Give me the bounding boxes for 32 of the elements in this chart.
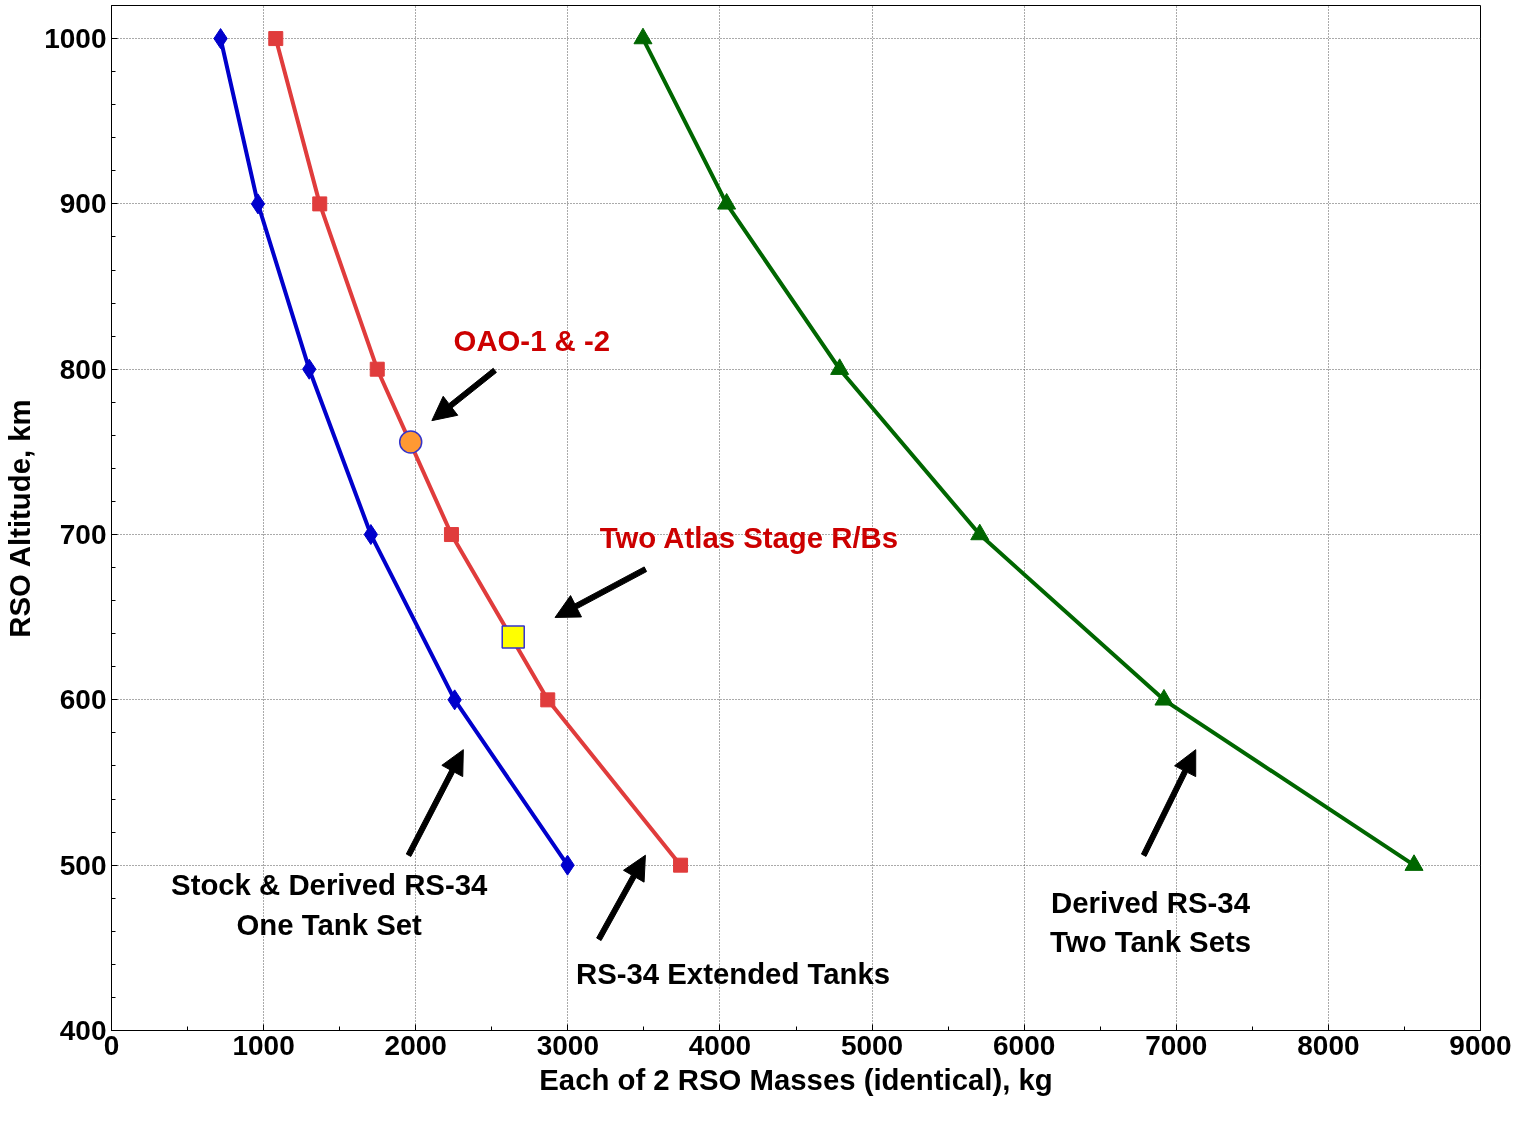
- point: [268, 31, 284, 47]
- annotation: Two Atlas Stage R/Bs: [599, 520, 899, 554]
- x-tick-label: 7000: [1145, 1029, 1208, 1061]
- point: [540, 692, 556, 708]
- point: [398, 430, 423, 454]
- point: [501, 625, 525, 649]
- y-tick-label: 1000: [44, 23, 107, 55]
- x-tick-label: 6000: [993, 1029, 1056, 1061]
- point: [250, 193, 266, 215]
- annotation: Derived RS-34 Two Tank Sets: [1050, 885, 1252, 959]
- x-tick-label: 9000: [1449, 1029, 1512, 1061]
- x-tick-label: 4000: [688, 1029, 752, 1061]
- x-tick-label: 1000: [232, 1029, 295, 1061]
- y-tick-label: 700: [59, 519, 107, 551]
- annotation: RS-34 Extended Tanks: [576, 956, 891, 990]
- point: [443, 527, 459, 543]
- point: [312, 196, 328, 212]
- y-tick-label: 800: [59, 353, 107, 385]
- point: [363, 524, 379, 546]
- point: [673, 857, 689, 873]
- y-tick-label: 500: [59, 849, 107, 881]
- annotation: Stock & Derived RS-34 One Tank Set: [171, 868, 488, 941]
- x-tick-label: 8000: [1297, 1029, 1360, 1061]
- x-tick-label: 5000: [840, 1029, 904, 1061]
- y-tick-label: 900: [59, 188, 107, 220]
- x-tick-label: 2000: [384, 1029, 447, 1061]
- point: [369, 361, 385, 377]
- x-tick-label: 3000: [536, 1029, 599, 1061]
- y-axis-title: RSO Altitude, km: [3, 399, 37, 638]
- annotation: OAO-1 & -2: [453, 324, 610, 358]
- y-tick-label: 600: [59, 684, 107, 716]
- x-axis-title: Each of 2 RSO Masses (identical), kg: [539, 1062, 1053, 1096]
